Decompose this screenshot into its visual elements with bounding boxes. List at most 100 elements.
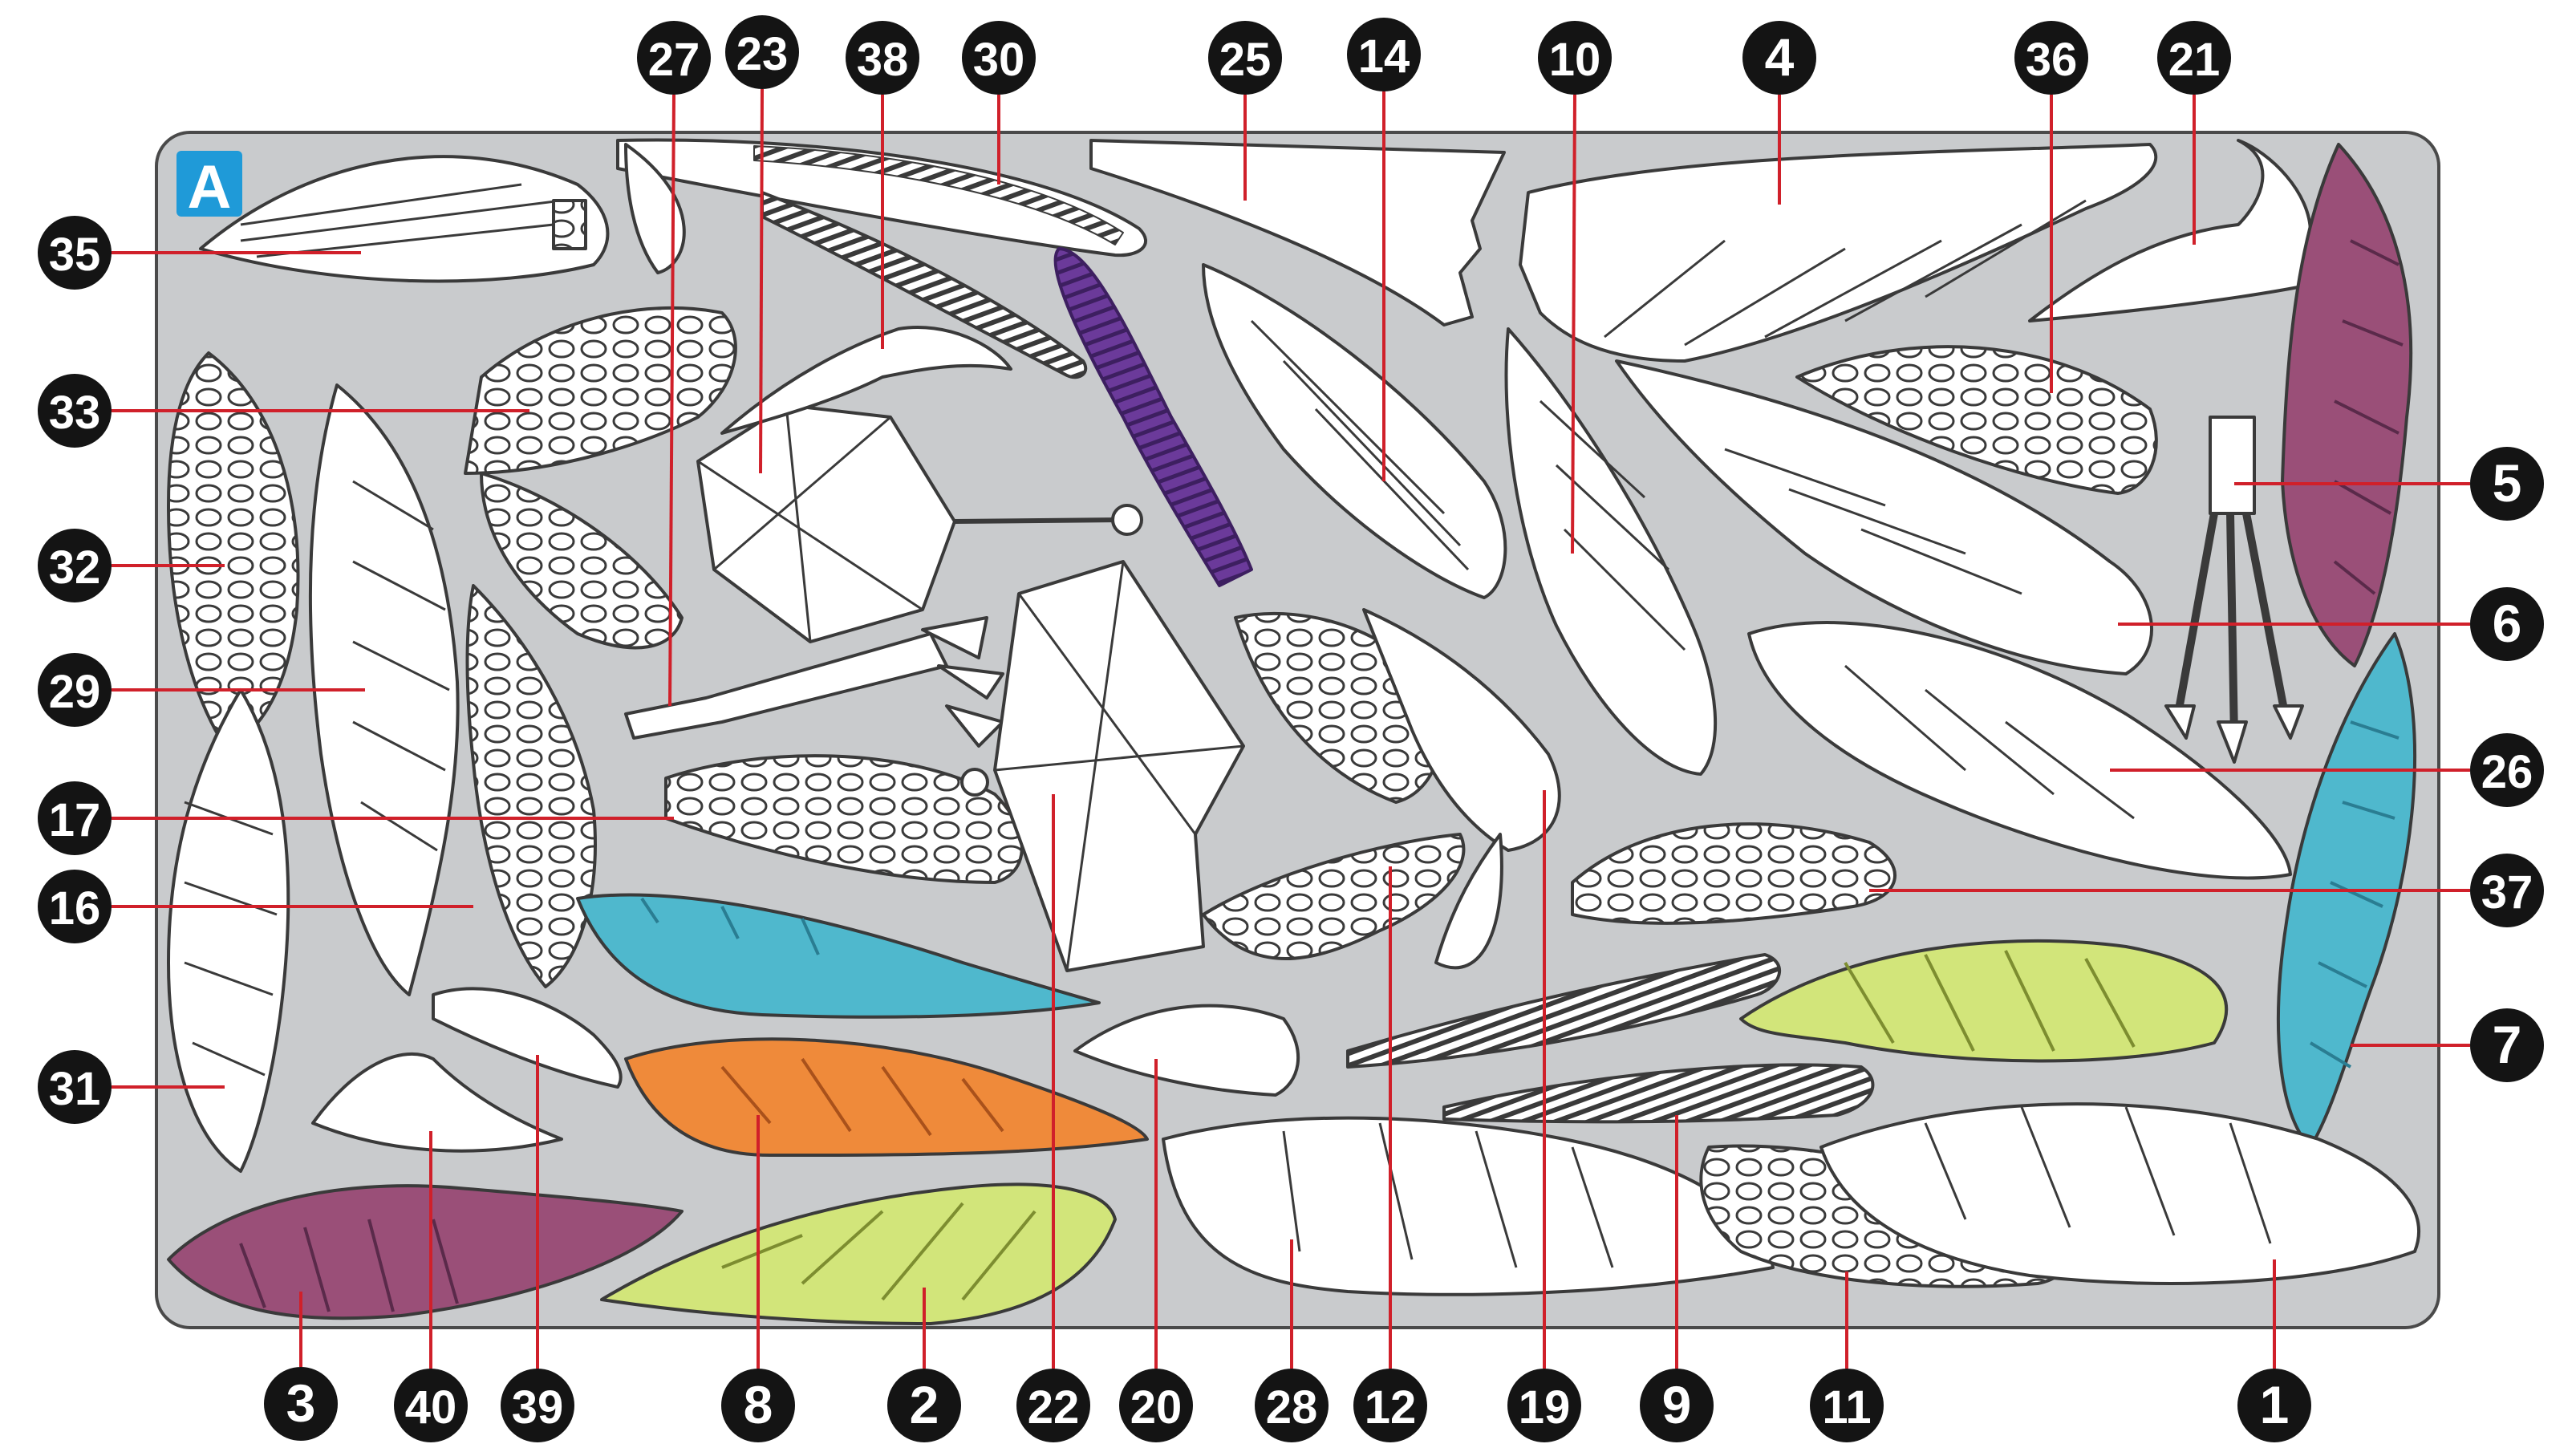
callout-number: 3	[286, 1373, 316, 1433]
callout-number: 35	[49, 229, 101, 281]
leader-line-10	[1571, 94, 1576, 554]
bird-head-piece-38	[720, 326, 1012, 435]
callout-badge-1: 1	[2237, 1369, 2311, 1442]
callout-number: 33	[49, 387, 101, 439]
callout-number: 5	[2493, 453, 2522, 513]
wing-piece-cyan	[576, 893, 1101, 1019]
callout-number: 30	[973, 34, 1025, 86]
callout-badge-4: 4	[1742, 21, 1816, 95]
bird-head-piece-39	[432, 987, 623, 1089]
callout-badge-39: 39	[501, 1369, 574, 1442]
callout-number: 29	[49, 666, 101, 718]
callout-badge-5: 5	[2470, 447, 2544, 521]
wing-piece-1	[1819, 1102, 2420, 1285]
wing-piece-26	[1747, 621, 2292, 880]
wing-piece-4	[1519, 143, 2158, 363]
callout-badge-3: 3	[264, 1367, 338, 1441]
callout-badge-11: 11	[1810, 1369, 1884, 1442]
bird-head-piece-20	[1073, 1004, 1300, 1097]
callout-number: 17	[49, 794, 101, 846]
feather-lattice-17	[664, 754, 1024, 884]
callout-number: 1	[2260, 1375, 2290, 1434]
callout-number: 22	[1028, 1381, 1080, 1434]
wing-piece-14	[1202, 263, 1507, 599]
wing-piece-10	[1504, 327, 1718, 776]
leader-line-27	[668, 94, 675, 707]
callout-number: 23	[736, 28, 789, 80]
bird-head-piece-19	[1362, 608, 1561, 970]
callout-number: 20	[1130, 1381, 1183, 1434]
callout-badge-21: 21	[2157, 21, 2231, 95]
callout-number: 39	[512, 1381, 564, 1434]
callout-number: 36	[2026, 34, 2078, 86]
callout-number: 21	[2168, 34, 2221, 86]
callout-badge-29: 29	[38, 653, 112, 727]
callout-number: 4	[1765, 27, 1795, 87]
strip-piece-27	[624, 616, 1004, 748]
callout-number: 6	[2493, 594, 2522, 653]
callout-number: 14	[1358, 30, 1410, 83]
callout-badge-12: 12	[1353, 1369, 1427, 1442]
feather-lattice-36	[1795, 345, 2158, 495]
callout-badge-25: 25	[1208, 21, 1282, 95]
bird-head-piece-21	[2028, 139, 2339, 322]
callout-badge-9: 9	[1640, 1369, 1714, 1442]
callout-number: 38	[857, 34, 909, 86]
callout-badge-28: 28	[1255, 1369, 1329, 1442]
callout-number: 11	[1822, 1381, 1871, 1434]
callout-badge-20: 20	[1119, 1369, 1193, 1442]
callout-badge-32: 32	[38, 529, 112, 602]
callout-badge-38: 38	[846, 21, 919, 95]
wing-piece-3	[167, 1184, 684, 1320]
callout-number: 2	[910, 1375, 939, 1434]
stand-plate-25	[1089, 139, 1506, 326]
callout-badge-23: 23	[725, 15, 799, 89]
comb-strip-9	[1346, 953, 1875, 1124]
sheet-label-badge: A	[176, 151, 242, 221]
callout-badge-8: 8	[721, 1369, 795, 1442]
callout-number: 28	[1266, 1381, 1318, 1434]
callout-number: 7	[2493, 1015, 2522, 1074]
wing-piece-magenta	[2281, 143, 2413, 667]
wing-piece-28	[1162, 1116, 1775, 1296]
callout-badge-27: 27	[637, 21, 711, 95]
wing-piece-6	[1615, 359, 2153, 675]
feather-lattice-35	[199, 155, 610, 283]
callout-badge-22: 22	[1016, 1369, 1090, 1442]
callout-number: 9	[1662, 1375, 1692, 1434]
callout-number: 12	[1365, 1381, 1417, 1434]
callout-badge-2: 2	[887, 1369, 961, 1442]
callout-badge-17: 17	[38, 781, 112, 855]
feather-lattice-37	[1571, 822, 1897, 925]
callout-badge-31: 31	[38, 1050, 112, 1124]
callout-lines	[112, 88, 2470, 1369]
callout-badge-6: 6	[2470, 587, 2544, 661]
callout-badge-26: 26	[2470, 733, 2544, 807]
purple-feather	[1053, 247, 1253, 587]
callout-badge-35: 35	[38, 216, 112, 290]
callout-number: 19	[1519, 1381, 1571, 1434]
callout-number: 8	[744, 1375, 773, 1434]
callout-badge-14: 14	[1347, 18, 1421, 91]
callout-number: 37	[2481, 866, 2533, 919]
callout-number: 10	[1549, 34, 1601, 86]
callout-number: 27	[648, 34, 700, 86]
callout-badge-19: 19	[1507, 1369, 1581, 1442]
callout-badge-37: 37	[2470, 854, 2544, 927]
body-panel-22	[960, 560, 1245, 972]
callout-badge-7: 7	[2470, 1008, 2544, 1082]
callout-number: 31	[49, 1063, 101, 1115]
callout-badge-30: 30	[962, 21, 1036, 95]
wing-piece-29	[308, 383, 460, 996]
callout-badges: 27 23 38 30 25 14 10 4 36 21353332291716315626377…	[38, 15, 2544, 1442]
callout-badge-40: 40	[394, 1369, 468, 1442]
comb-strip-38	[761, 191, 1088, 379]
feather-lattice-mid	[465, 584, 597, 988]
feather-lattice-33	[464, 306, 737, 650]
callout-number: 26	[2481, 746, 2533, 798]
callout-badge-16: 16	[38, 870, 112, 943]
callout-number: 16	[49, 882, 101, 935]
sheet-label: A	[188, 153, 232, 221]
